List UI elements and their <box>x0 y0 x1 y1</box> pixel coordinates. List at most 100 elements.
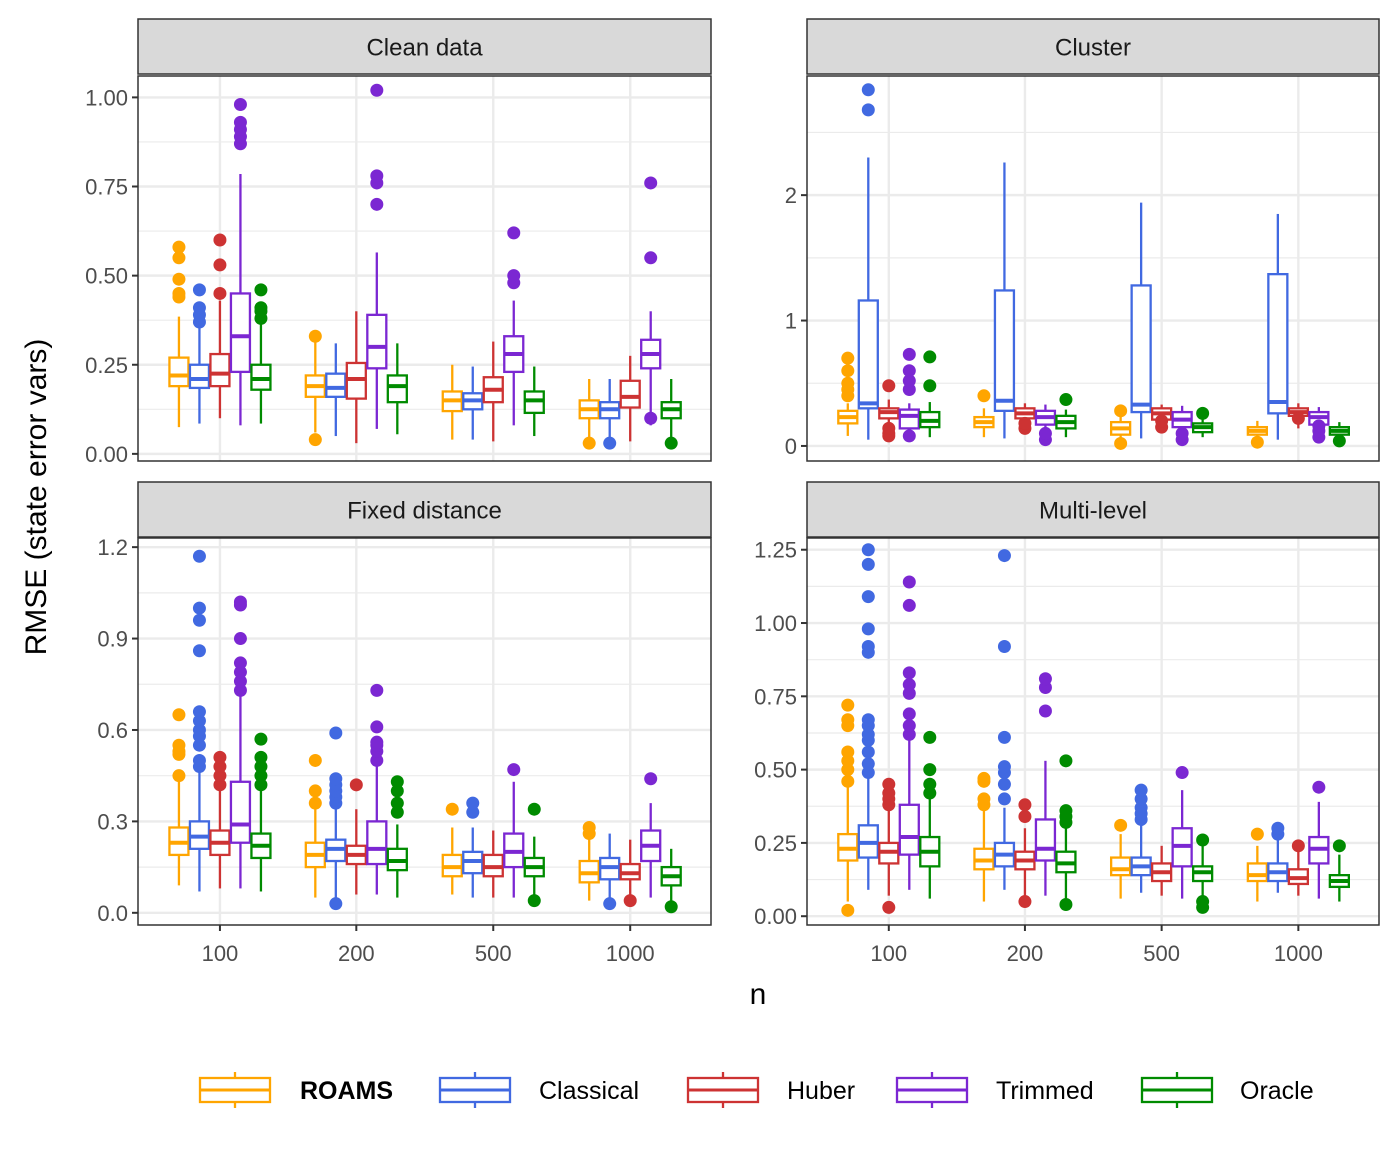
outlier-point <box>329 772 343 786</box>
outlier-point <box>192 723 206 737</box>
outlier-point <box>254 283 268 297</box>
outlier-point <box>192 738 206 752</box>
outlier-point <box>233 98 247 112</box>
box-iqr <box>386 374 408 404</box>
box-trimmed-n200 <box>366 83 388 429</box>
outlier-point <box>997 777 1011 791</box>
box-iqr <box>1246 862 1268 883</box>
outlier-point <box>329 726 343 740</box>
outlier-point <box>582 820 596 834</box>
outlier-point <box>172 286 186 300</box>
panel-background <box>807 538 1379 925</box>
outlier-point <box>254 760 268 774</box>
panel-multi-level: Multi-level 0.00 0.25 0.50 0.75 1.00 1.25 100 20… <box>754 481 1380 966</box>
panel-background <box>807 76 1379 461</box>
box-classical-n500 <box>462 366 484 440</box>
box-iqr <box>366 313 388 370</box>
outlier-point <box>977 792 991 806</box>
outlier-point <box>308 433 322 447</box>
outlier-point <box>213 769 227 783</box>
outlier-point <box>861 590 875 604</box>
y-tick-label: 0.25 <box>754 831 797 856</box>
outlier-point <box>1312 780 1326 794</box>
legend-key-classical-icon <box>438 1072 512 1108</box>
panel-border <box>806 75 1380 462</box>
box-classical-n1000 <box>1267 213 1289 440</box>
box-oracle-n100 <box>919 350 941 438</box>
outlier-point <box>308 796 322 810</box>
box-roams-n500 <box>441 802 463 895</box>
legend-item-roams: ROAMS <box>198 1072 393 1108</box>
outlier-point <box>923 350 937 364</box>
outlier-point <box>192 301 206 315</box>
outlier-point <box>1018 416 1032 430</box>
panel-fixed-distance: Fixed distance 0.0 0.3 0.6 0.9 1.2 100 200 500 10… <box>97 481 712 966</box>
panel-clean-data: Clean data 0.00 0.25 0.50 0.75 1.00 <box>85 18 712 467</box>
box-oracle-n1000 <box>660 848 682 914</box>
boxplot-marks <box>168 549 682 914</box>
box-huber-n100 <box>878 777 900 914</box>
box-iqr <box>325 372 347 398</box>
box-classical-n500 <box>462 796 484 898</box>
box-trimmed-n1000 <box>1308 407 1330 444</box>
outlier-point <box>882 900 896 914</box>
box-iqr <box>168 356 190 388</box>
facet-strip <box>806 481 1380 538</box>
outlier-point <box>861 622 875 636</box>
box-iqr <box>229 292 252 374</box>
outlier-point <box>623 894 637 908</box>
outlier-point <box>1175 426 1189 440</box>
outlier-point <box>861 713 875 727</box>
outlier-point <box>172 769 186 783</box>
legend-label: Huber <box>787 1077 855 1105</box>
box-trimmed-n200 <box>366 683 388 895</box>
legend-key-oracle-icon <box>1140 1072 1214 1108</box>
box-huber-n1000 <box>619 355 641 442</box>
box-classical-n100 <box>188 283 211 424</box>
box-roams-n500 <box>441 364 463 440</box>
box-huber-n100 <box>209 233 231 419</box>
box-classical-n100 <box>188 549 211 892</box>
box-huber-n500 <box>1150 845 1173 896</box>
facet-strip <box>806 18 1380 75</box>
outlier-point <box>1332 434 1346 448</box>
facet-title: Multi-level <box>1039 498 1147 525</box>
outlier-point <box>1312 419 1326 433</box>
box-roams-n200 <box>304 329 326 447</box>
outlier-point <box>902 364 916 378</box>
outlier-point <box>1196 895 1210 909</box>
outlier-point <box>1059 804 1073 818</box>
box-iqr <box>898 803 920 856</box>
outlier-point <box>902 575 916 589</box>
outlier-point <box>527 802 541 816</box>
outlier-point <box>172 240 186 254</box>
outlier-point <box>923 763 937 777</box>
outlier-point <box>1059 393 1073 407</box>
box-oracle-n100 <box>250 732 272 892</box>
box-huber-n200 <box>345 778 367 895</box>
outlier-point <box>923 730 937 744</box>
box-roams-n100 <box>168 708 190 886</box>
outlier-point <box>841 713 855 727</box>
outlier-point <box>466 805 480 819</box>
box-roams-n100 <box>168 240 190 428</box>
x-tick-label: 100 <box>202 941 239 966</box>
legend-key-trimmed-icon <box>895 1072 969 1108</box>
outlier-point <box>841 376 855 390</box>
outlier-point <box>861 639 875 653</box>
outlier-point <box>329 897 343 911</box>
outlier-point <box>902 666 916 680</box>
x-tick-label: 500 <box>475 941 512 966</box>
outlier-point <box>1134 783 1148 797</box>
legend: ROAMS Classical Huber Trimmed Oracle <box>198 1072 1314 1108</box>
outlier-point <box>172 272 186 286</box>
x-axis-title: n <box>750 978 767 1011</box>
outlier-point <box>902 707 916 721</box>
outlier-point <box>861 103 875 117</box>
box-classical-n200 <box>325 343 347 437</box>
box-huber-n200 <box>345 311 367 444</box>
box-roams-n1000 <box>1246 827 1268 902</box>
box-oracle-n100 <box>250 283 272 424</box>
outlier-point <box>1114 818 1128 832</box>
